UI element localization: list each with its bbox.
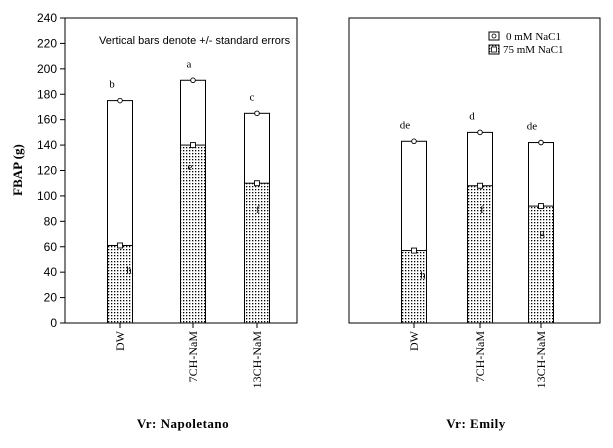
category-label: 13CH-NaM	[250, 331, 264, 389]
category-label: 13CH-NaM	[534, 331, 548, 389]
mean-marker-circle	[477, 129, 483, 136]
significance-letter: e	[188, 161, 193, 173]
y-tick-label: 200	[37, 62, 57, 76]
category-label: 7CH-NaM	[473, 331, 487, 383]
legend-label-75mm: 75 mM NaC1	[503, 44, 564, 56]
y-tick-label: 0	[50, 316, 57, 330]
y-tick-label: 40	[44, 265, 58, 279]
significance-letter: a	[187, 58, 192, 70]
mean-marker-circle	[117, 97, 123, 104]
y-axis: 0 20 40 60 80 100 120 140 160 180 200 220 240	[37, 11, 65, 330]
bar-75mm	[528, 205, 554, 324]
legend-label-0mm: 0 mM NaC1	[506, 31, 561, 43]
bar-75mm	[107, 244, 133, 324]
significance-letter: h	[126, 264, 132, 276]
significance-letter: b	[109, 79, 115, 91]
bar-75mm	[401, 250, 427, 324]
category-label: DW	[407, 330, 421, 351]
bar-75mm	[244, 182, 270, 324]
mean-marker-square	[254, 180, 260, 187]
significance-letter: g	[539, 227, 545, 239]
error-bar-note: Vertical bars denote +/- standard errors	[99, 35, 291, 47]
y-tick-label: 20	[44, 291, 58, 305]
category-label: 7CH-NaM	[186, 331, 200, 383]
significance-letter: c	[250, 91, 255, 103]
significance-letter: d	[469, 110, 475, 122]
significance-letter: de	[400, 119, 411, 131]
y-tick-label: 140	[37, 138, 57, 152]
napoletano-bars: DW 7CH-NaM 13CH-NaM b a c h e f	[107, 58, 270, 389]
significance-letter: de	[527, 121, 538, 133]
legend-marker-square	[491, 46, 497, 53]
y-tick-label: 160	[37, 113, 57, 127]
emily-panel: DW 7CH-NaM 13CH-NaM de d de h f g 0 mM NaC1 75 m…	[348, 17, 601, 431]
mean-marker-circle	[254, 110, 260, 117]
y-tick-label: 120	[37, 164, 57, 178]
mean-marker-square	[117, 242, 123, 249]
category-label: DW	[113, 330, 127, 351]
mean-marker-square	[411, 247, 417, 254]
napoletano-panel: 0 20 40 60 80 100 120 140 160 180 200 220 240 DW 7CH-…	[37, 11, 298, 431]
mean-marker-circle	[411, 138, 417, 145]
significance-letter: h	[420, 270, 426, 282]
mean-marker-circle	[190, 77, 196, 84]
y-tick-label: 100	[37, 189, 57, 203]
legend: 0 mM NaC1 75 mM NaC1	[488, 31, 564, 56]
y-tick-label: 220	[37, 36, 57, 50]
mean-marker-square	[477, 182, 483, 189]
significance-letter: f	[256, 204, 260, 216]
y-tick-label: 240	[37, 11, 57, 25]
mean-marker-square	[190, 142, 196, 149]
y-tick-label: 60	[44, 240, 58, 254]
significance-letter: f	[480, 204, 484, 216]
bar-75mm	[467, 185, 493, 324]
mean-marker-square	[538, 203, 544, 210]
emily-bars: DW 7CH-NaM 13CH-NaM de d de h f g	[400, 110, 554, 388]
bar-75mm	[180, 144, 206, 324]
y-tick-label: 80	[44, 214, 58, 228]
legend-marker-circle	[491, 33, 497, 39]
emily-panel-label: Vr: Emily	[446, 416, 506, 431]
napoletano-panel-label: Vr: Napoletano	[137, 416, 229, 431]
y-axis-label: FBAP (g)	[10, 144, 25, 196]
y-tick-label: 180	[37, 87, 57, 101]
mean-marker-circle	[538, 139, 544, 146]
